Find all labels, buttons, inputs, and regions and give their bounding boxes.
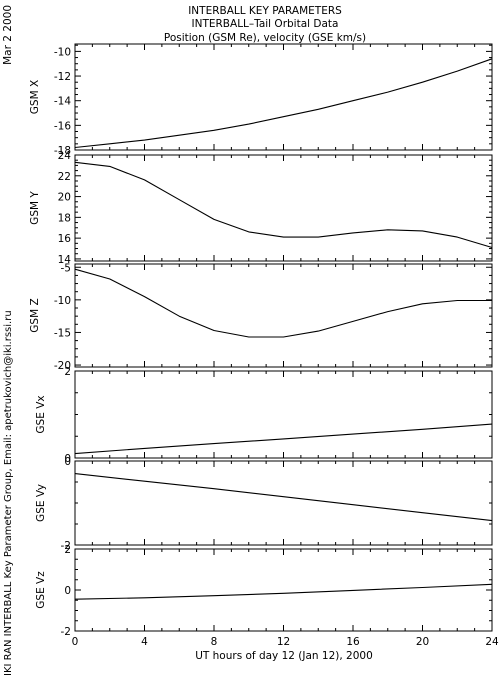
y-axis-label: GSE Vy	[35, 484, 47, 522]
y-axis-label: GSE Vx	[35, 395, 47, 433]
date-stamp: Mar 2 2000	[2, 5, 14, 65]
y-tick-label: -20	[54, 360, 71, 372]
series-line	[74, 268, 492, 338]
x-tick-label: 16	[346, 636, 360, 648]
y-tick-label: 0	[64, 453, 71, 465]
y-tick-label: -15	[54, 327, 71, 339]
y-tick-label: 14	[58, 254, 72, 266]
x-tick-label: 8	[211, 636, 218, 648]
y-tick-label: -10	[54, 295, 71, 307]
y-tick-label: -5	[61, 262, 71, 274]
panel-frame	[74, 43, 493, 151]
panel-2: 14 16 18 20 22 24 GSM Y	[29, 150, 493, 266]
y-tick-label: 2	[64, 544, 71, 556]
panel-4: 0 2 GSE Vx	[35, 366, 493, 465]
series-line	[74, 161, 493, 249]
panel-frame	[74, 460, 493, 546]
panel-frame	[74, 154, 493, 262]
panel-6: -2 0 2 GSE Vz	[35, 544, 493, 638]
y-tick-label: 16	[58, 233, 72, 245]
y-axis-label: GSM X	[29, 80, 41, 114]
panel-frame	[74, 548, 493, 632]
y-tick-label: 20	[58, 192, 71, 204]
y-tick-label: -2	[61, 626, 71, 638]
y-axis-label: GSM Z	[29, 298, 41, 332]
credit-line: IKI RAN INTERBALL Key Parameter Group, E…	[3, 310, 14, 676]
y-tick-label: -16	[54, 120, 71, 132]
y-tick-label: 0	[64, 456, 71, 468]
x-axis-label: UT hours of day 12 (Jan 12), 2000	[195, 650, 373, 662]
panel-3: -20 -15 -10 -5 GSM Z	[29, 262, 493, 372]
x-tick-label: 4	[141, 636, 148, 648]
y-tick-label: -18	[54, 145, 71, 157]
x-tick-label: 0	[72, 636, 79, 648]
panel-frame	[74, 263, 493, 368]
y-tick-label: -12	[54, 71, 71, 83]
title-line-2: INTERBALL–Tail Orbital Data	[192, 18, 339, 30]
x-tick-label: 24	[485, 636, 499, 648]
x-axis: 0 4 8 12 16 20 24	[72, 636, 499, 648]
series-line	[74, 58, 493, 149]
x-tick-label: 20	[416, 636, 429, 648]
y-tick-label: 2	[64, 366, 71, 378]
chart-header: INTERBALL KEY PARAMETERS INTERBALL–Tail …	[164, 5, 366, 44]
y-tick-label: 18	[58, 212, 71, 224]
y-tick-label: 22	[58, 171, 71, 183]
series-line	[74, 423, 493, 455]
panel-frame	[74, 370, 493, 459]
y-axis-label: GSM Y	[29, 191, 41, 225]
series-line	[74, 583, 493, 600]
y-tick-label: 0	[64, 585, 71, 597]
y-tick-label: -10	[54, 46, 71, 58]
title-line-1: INTERBALL KEY PARAMETERS	[188, 5, 342, 17]
panel-1: -18 -16 -14 -12 -10 GSM X	[29, 43, 493, 157]
y-tick-label: 24	[58, 150, 72, 162]
y-axis-label: GSE Vz	[35, 571, 47, 609]
series-line	[74, 473, 493, 522]
title-line-3: Position (GSM Re), velocity (GSE km/s)	[164, 32, 366, 44]
x-tick-label: 12	[277, 636, 290, 648]
panel-5: -2 0 GSE Vy	[35, 456, 493, 552]
y-tick-label: -14	[54, 96, 71, 108]
y-tick-label: -2	[61, 540, 71, 552]
